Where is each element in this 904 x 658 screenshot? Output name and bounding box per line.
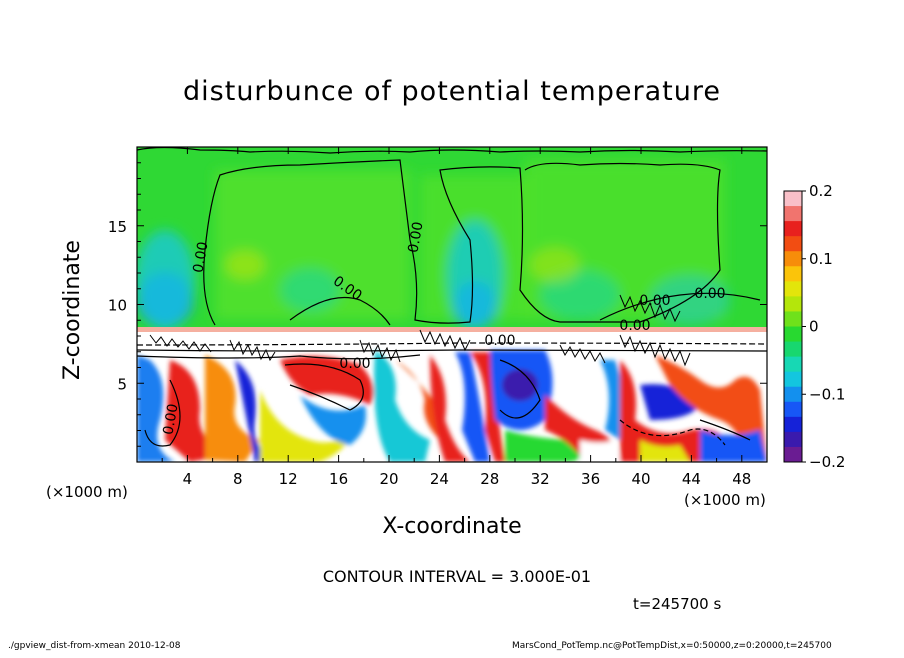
upper-layer-structure [137,160,730,330]
contour-label: 0.00 [619,318,650,334]
colorbar-segment [784,431,802,448]
contour-interval: CONTOUR INTERVAL = 3.000E-01 [322,567,592,586]
colorbar-segment [784,416,802,433]
colorbar-segment [784,326,802,343]
colorbar-tick-label: −0.2 [809,453,845,471]
x-tick-label: 48 [732,470,751,488]
colorbar-segment [784,266,802,282]
x-tick-label: 8 [233,470,243,488]
colorbar: 0.2 0.1 0 −0.1 −0.2 [783,182,845,471]
y-axis-label: Z-coordinate [60,240,85,380]
colorbar-segment [784,311,802,327]
colorbar-segment [784,236,802,252]
contour-label: 0.00 [405,221,426,254]
contour-lines [137,147,767,447]
colorbar-segment [784,371,802,388]
colorbar-segment [784,221,802,237]
colorbar-segment [784,446,802,463]
contour-labels: 0.000.000.000.000.000.000.000.000.00 [160,221,725,436]
footer-right: MarsCond_PotTemp.nc@PotTempDist,x=0:5000… [512,641,832,651]
colorbar-segment [784,191,802,207]
footer-left: ./gpview_dist-from-xmean 2010-12-08 [8,641,181,651]
colorbar-segment [784,401,802,418]
contour-label: 0.00 [190,241,211,274]
x-axis: 4 8 12 16 20 24 28 32 36 40 44 48 [161,147,751,488]
contour-label: 0.00 [339,356,370,372]
y-tick-label: 15 [108,218,127,236]
x-axis-unit-left: (×1000 m) [46,483,128,501]
x-tick-label: 44 [682,470,701,488]
colorbar-tick-label: −0.1 [809,385,845,403]
x-axis-label: X-coordinate [382,514,522,539]
contour-noise [149,294,691,367]
colorbar-segment [784,281,802,297]
heatmap-field [137,147,767,462]
chart-title: disturbunce of potential temperature [183,76,721,107]
colorbar-tick-label: 0.1 [809,250,833,268]
x-tick-label: 24 [430,470,449,488]
colorbar-segment [784,251,802,267]
x-tick-label: 4 [183,470,193,488]
x-tick-label: 40 [631,470,650,488]
contour-label: 0.00 [639,293,670,309]
colorbar-segment [784,206,802,222]
contour-label: 0.00 [484,333,515,349]
y-tick-label: 5 [117,375,127,393]
colorbar-tick-label: 0 [809,318,819,336]
x-tick-label: 32 [531,470,550,488]
colorbar-segment [784,356,802,373]
colorbar-segment [784,296,802,312]
x-tick-label: 16 [329,470,348,488]
colorbar-tick-label: 0.2 [809,182,833,200]
time-label: t=245700 s [633,595,722,613]
contour-label: 0.00 [160,403,181,436]
x-tick-label: 28 [480,470,499,488]
y-axis: 5 10 15 [108,162,767,447]
contour-label: 0.00 [694,286,725,302]
x-tick-label: 12 [279,470,298,488]
x-tick-label: 20 [379,470,398,488]
inversion-band [137,327,767,332]
colorbar-segment [784,341,802,358]
x-axis-unit-right: (×1000 m) [684,491,766,509]
neutral-band [137,332,767,344]
colorbar-segment [784,386,802,403]
x-tick-label: 36 [581,470,600,488]
lower-layer-structure [137,350,767,462]
y-tick-label: 10 [108,297,127,315]
